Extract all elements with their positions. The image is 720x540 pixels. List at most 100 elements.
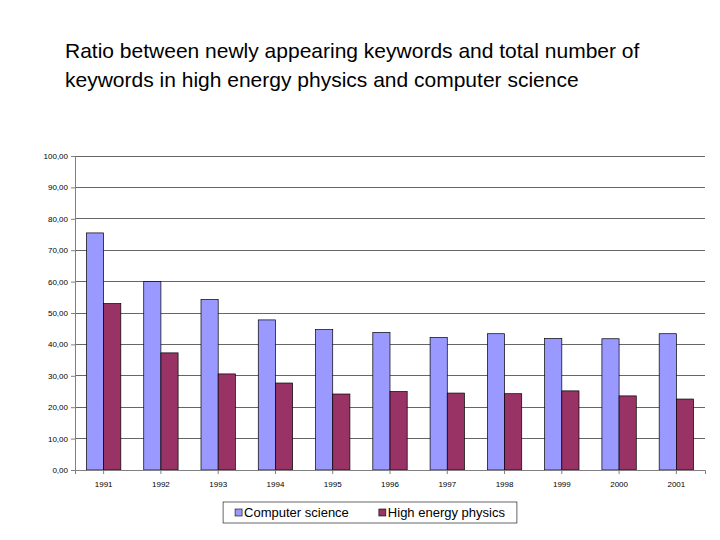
y-tick-mark xyxy=(71,187,75,188)
x-tick: 1997 xyxy=(438,470,456,489)
y-tick-label: 60,00 xyxy=(48,278,69,287)
x-axis-line xyxy=(76,471,706,475)
y-tick-label: 70,00 xyxy=(48,246,69,255)
bar-series xyxy=(104,304,694,470)
y-tick: 40,00 xyxy=(48,340,75,349)
y-tick: 20,00 xyxy=(48,403,75,412)
x-tick-mark xyxy=(103,470,104,474)
bar xyxy=(258,320,275,470)
x-tick: 2001 xyxy=(667,470,685,489)
x-tick-label: 1992 xyxy=(152,480,170,489)
y-tick-mark xyxy=(71,470,75,471)
x-axis: 1991 1992 1993 1994 1995 1996 1997 1998 1999 2000… xyxy=(76,470,706,489)
y-tick-label: 90,00 xyxy=(48,183,69,192)
y-tick-label: 50,00 xyxy=(48,309,69,318)
bar xyxy=(659,334,676,470)
x-tick: 1995 xyxy=(324,470,342,489)
y-tick: 50,00 xyxy=(48,309,75,318)
x-tick: 1999 xyxy=(553,470,571,489)
y-tick-mark xyxy=(71,219,75,220)
bar xyxy=(430,337,447,470)
grid-line xyxy=(75,250,705,251)
x-tick-mark xyxy=(447,470,448,474)
y-tick-label: 100,00 xyxy=(44,152,69,161)
y-tick-mark xyxy=(71,344,75,345)
x-tick-label: 1998 xyxy=(496,480,514,489)
bar xyxy=(447,393,464,470)
bar xyxy=(144,282,161,470)
bar xyxy=(505,394,522,470)
x-tick-mark xyxy=(160,470,161,474)
bar xyxy=(676,399,693,470)
x-tick: 1998 xyxy=(496,470,514,489)
x-tick: 1996 xyxy=(381,470,399,489)
bar xyxy=(201,299,218,470)
chart: 0,00 10,00 20,00 30,00 40,00 50,00 60,00 70,00 8… xyxy=(0,0,720,540)
bar xyxy=(161,353,178,470)
x-tick-label: 2001 xyxy=(667,480,685,489)
x-tick: 2000 xyxy=(610,470,628,489)
x-tick-mark xyxy=(619,470,620,474)
bar xyxy=(545,338,562,470)
grid xyxy=(75,156,705,470)
legend-label: Computer science xyxy=(244,505,349,520)
y-tick: 90,00 xyxy=(48,183,75,192)
bar xyxy=(275,383,292,470)
plot-area: 0,00 10,00 20,00 30,00 40,00 50,00 60,00 70,00 8… xyxy=(44,152,706,489)
y-tick-label: 20,00 xyxy=(48,403,69,412)
bar xyxy=(86,233,103,470)
x-tick-mark xyxy=(218,470,219,474)
y-tick-mark xyxy=(71,407,75,408)
x-tick-label: 1997 xyxy=(438,480,456,489)
legend-swatch xyxy=(379,509,386,516)
x-tick-label: 1995 xyxy=(324,480,342,489)
y-tick-mark xyxy=(71,156,75,157)
x-tick: 1992 xyxy=(152,470,170,489)
grid-line xyxy=(75,218,705,219)
x-tick-mark xyxy=(275,470,276,474)
y-tick: 30,00 xyxy=(48,372,75,381)
y-tick-label: 80,00 xyxy=(48,215,69,224)
legend-box xyxy=(223,502,517,523)
bar xyxy=(316,330,333,470)
bar xyxy=(218,374,235,470)
chart-title: Ratio between newly appearing keywords a… xyxy=(65,36,695,94)
y-tick: 100,00 xyxy=(44,152,75,161)
y-tick-label: 30,00 xyxy=(48,372,69,381)
y-axis: 0,00 10,00 20,00 30,00 40,00 50,00 60,00 70,00 8… xyxy=(44,152,76,475)
x-tick-mark xyxy=(504,470,505,474)
y-tick-mark xyxy=(71,439,75,440)
x-tick-label: 1999 xyxy=(553,480,571,489)
bar xyxy=(333,394,350,470)
bar-series xyxy=(86,233,676,470)
y-tick-label: 10,00 xyxy=(48,435,69,444)
y-tick-mark xyxy=(71,250,75,251)
legend-label: High energy physics xyxy=(388,505,506,520)
y-tick-mark xyxy=(71,282,75,283)
y-tick: 70,00 xyxy=(48,246,75,255)
y-tick-mark xyxy=(71,376,75,377)
y-tick: 60,00 xyxy=(48,278,75,287)
bar xyxy=(602,339,619,470)
x-tick-mark xyxy=(390,470,391,474)
y-tick-label: 40,00 xyxy=(48,340,69,349)
legend: Computer science High energy physics xyxy=(223,502,517,523)
grid-line xyxy=(75,281,705,282)
x-tick-label: 1996 xyxy=(381,480,399,489)
legend-item: Computer science xyxy=(235,505,349,520)
x-tick-label: 1993 xyxy=(209,480,227,489)
x-tick-mark xyxy=(332,470,333,474)
x-tick: 1991 xyxy=(95,470,113,489)
x-tick-label: 1991 xyxy=(95,480,113,489)
grid-line xyxy=(75,156,705,157)
x-tick-mark xyxy=(676,470,677,474)
x-tick-label: 1994 xyxy=(267,480,285,489)
bar xyxy=(373,332,390,470)
y-tick-label: 0,00 xyxy=(52,466,68,475)
bars xyxy=(86,233,693,470)
bar xyxy=(562,391,579,470)
grid-line xyxy=(75,187,705,188)
y-tick: 80,00 xyxy=(48,215,75,224)
y-tick: 10,00 xyxy=(48,435,75,444)
x-tick-mark xyxy=(561,470,562,474)
